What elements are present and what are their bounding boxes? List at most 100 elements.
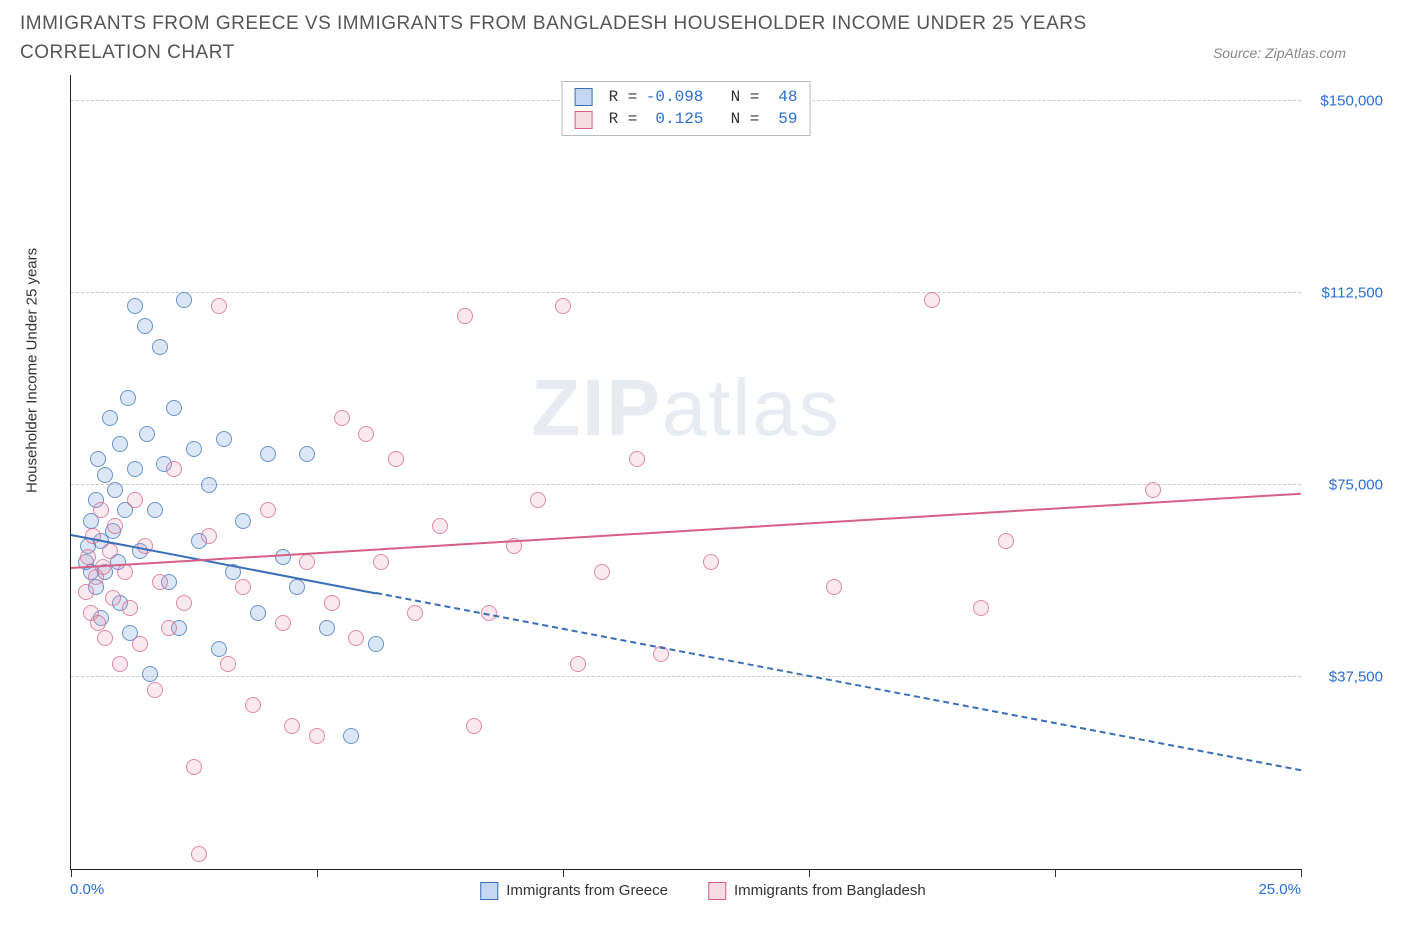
x-tick xyxy=(1301,869,1302,877)
data-point xyxy=(309,728,325,744)
data-point xyxy=(703,554,719,570)
trend-line xyxy=(71,493,1301,569)
data-point xyxy=(90,615,106,631)
x-tick xyxy=(71,869,72,877)
gridline xyxy=(71,484,1301,485)
legend-stat-row: R =-0.098 N =48 xyxy=(575,86,798,108)
data-point xyxy=(250,605,266,621)
data-point xyxy=(1145,482,1161,498)
data-point xyxy=(90,451,106,467)
data-point xyxy=(139,426,155,442)
chart-container: Householder Income Under 25 years ZIPatl… xyxy=(20,75,1386,910)
data-point xyxy=(245,697,261,713)
data-point xyxy=(407,605,423,621)
legend-label: Immigrants from Bangladesh xyxy=(734,882,926,899)
data-point xyxy=(457,308,473,324)
data-point xyxy=(334,410,350,426)
legend-swatch xyxy=(575,111,593,129)
data-point xyxy=(235,513,251,529)
data-point xyxy=(112,656,128,672)
data-point xyxy=(594,564,610,580)
data-point xyxy=(973,600,989,616)
data-point xyxy=(80,549,96,565)
y-tick-label: $37,500 xyxy=(1305,668,1383,685)
data-point xyxy=(117,564,133,580)
data-point xyxy=(137,318,153,334)
data-point xyxy=(107,482,123,498)
series-legend: Immigrants from Greece Immigrants from Ba… xyxy=(480,882,925,900)
data-point xyxy=(152,574,168,590)
gridline xyxy=(71,676,1301,677)
legend-swatch xyxy=(480,882,498,900)
y-tick-label: $75,000 xyxy=(1305,476,1383,493)
data-point xyxy=(102,410,118,426)
data-point xyxy=(466,718,482,734)
data-point xyxy=(105,590,121,606)
data-point xyxy=(127,461,143,477)
trend-line xyxy=(376,593,1301,772)
data-point xyxy=(570,656,586,672)
gridline xyxy=(71,292,1301,293)
data-point xyxy=(211,298,227,314)
x-tick xyxy=(809,869,810,877)
data-point xyxy=(186,759,202,775)
data-point xyxy=(289,579,305,595)
data-point xyxy=(348,630,364,646)
legend-label: Immigrants from Greece xyxy=(506,882,668,899)
legend-swatch xyxy=(575,88,593,106)
data-point xyxy=(166,461,182,477)
data-point xyxy=(260,446,276,462)
data-point xyxy=(97,467,113,483)
data-point xyxy=(211,641,227,657)
data-point xyxy=(97,630,113,646)
data-point xyxy=(343,728,359,744)
data-point xyxy=(373,554,389,570)
data-point xyxy=(319,620,335,636)
data-point xyxy=(127,298,143,314)
data-point xyxy=(176,292,192,308)
data-point xyxy=(176,595,192,611)
data-point xyxy=(186,441,202,457)
data-point xyxy=(235,579,251,595)
correlation-legend: R =-0.098 N =48R =0.125 N =59 xyxy=(562,81,811,136)
data-point xyxy=(555,298,571,314)
y-tick-label: $150,000 xyxy=(1305,92,1383,109)
data-point xyxy=(324,595,340,611)
data-point xyxy=(132,636,148,652)
legend-stat-row: R =0.125 N =59 xyxy=(575,108,798,130)
data-point xyxy=(127,492,143,508)
data-point xyxy=(826,579,842,595)
y-tick-label: $112,500 xyxy=(1305,284,1383,301)
x-axis-max-label: 25.0% xyxy=(1258,881,1301,898)
data-point xyxy=(216,431,232,447)
data-point xyxy=(299,446,315,462)
data-point xyxy=(122,600,138,616)
data-point xyxy=(388,451,404,467)
data-point xyxy=(161,620,177,636)
data-point xyxy=(120,390,136,406)
data-point xyxy=(275,615,291,631)
chart-title: IMMIGRANTS FROM GREECE VS IMMIGRANTS FRO… xyxy=(20,10,1120,67)
legend-item: Immigrants from Bangladesh xyxy=(708,882,926,900)
source-attribution: Source: ZipAtlas.com xyxy=(1213,45,1346,61)
data-point xyxy=(924,292,940,308)
data-point xyxy=(107,518,123,534)
data-point xyxy=(112,436,128,452)
data-point xyxy=(220,656,236,672)
data-point xyxy=(78,584,94,600)
data-point xyxy=(142,666,158,682)
data-point xyxy=(368,636,384,652)
x-tick xyxy=(563,869,564,877)
data-point xyxy=(629,451,645,467)
data-point xyxy=(147,502,163,518)
data-point xyxy=(201,528,217,544)
y-axis-label: Householder Income Under 25 years xyxy=(24,247,41,492)
data-point xyxy=(201,477,217,493)
x-axis-min-label: 0.0% xyxy=(70,881,104,898)
data-point xyxy=(102,543,118,559)
data-point xyxy=(358,426,374,442)
plot-area: ZIPatlas R =-0.098 N =48R =0.125 N =59 $… xyxy=(70,75,1301,870)
data-point xyxy=(152,339,168,355)
watermark: ZIPatlas xyxy=(531,362,840,454)
x-tick xyxy=(317,869,318,877)
